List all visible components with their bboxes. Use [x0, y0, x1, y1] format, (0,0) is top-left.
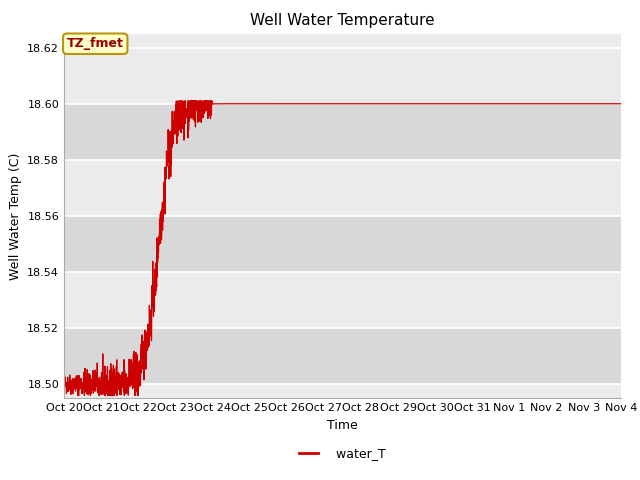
Bar	[64, 216, 621, 272]
water_T	[173, 98, 180, 104]
water_T	[157, 211, 164, 217]
water_T	[298, 101, 306, 107]
water_T	[74, 393, 81, 398]
water_T	[547, 101, 554, 107]
Bar	[64, 160, 621, 216]
Bar	[64, 328, 621, 384]
water_T	[606, 101, 614, 107]
water_T	[617, 101, 625, 107]
Legend:   water_T: water_T	[294, 442, 390, 465]
Line: water_T: water_T	[64, 101, 621, 396]
Bar	[64, 384, 621, 398]
Y-axis label: Well Water Temp (C): Well Water Temp (C)	[9, 152, 22, 280]
Bar	[64, 272, 621, 328]
Title: Well Water Temperature: Well Water Temperature	[250, 13, 435, 28]
X-axis label: Time: Time	[327, 419, 358, 432]
water_T	[274, 101, 282, 107]
Bar	[64, 104, 621, 160]
Text: TZ_fmet: TZ_fmet	[67, 37, 124, 50]
water_T	[124, 384, 132, 390]
Bar	[64, 48, 621, 104]
water_T	[60, 379, 68, 385]
